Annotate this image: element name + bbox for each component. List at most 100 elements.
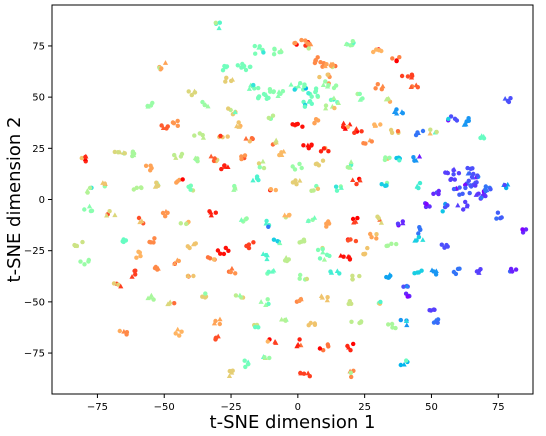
cluster: [260, 354, 272, 361]
scatter-point: [292, 167, 298, 172]
cluster: [279, 316, 289, 323]
scatter-point-triangle: [216, 25, 222, 31]
scatter-point: [416, 234, 422, 240]
scatter-point: [163, 214, 168, 219]
cluster: [200, 291, 209, 300]
scatter-point: [239, 65, 244, 70]
scatter-point: [318, 60, 323, 65]
cluster: [376, 299, 383, 306]
cluster: [390, 55, 402, 64]
cluster: [178, 219, 191, 227]
scatter-point: [346, 301, 351, 307]
scatter-point-triangle: [416, 153, 423, 159]
cluster: [301, 99, 314, 109]
scatter-point-triangle: [278, 47, 284, 53]
scatter-point: [294, 122, 299, 127]
cluster: [328, 95, 342, 106]
cluster: [313, 158, 326, 168]
cluster: [317, 72, 332, 80]
scatter-point: [341, 254, 346, 259]
x-axis-title: t-SNE dimension 1: [210, 412, 376, 433]
scatter-point: [267, 355, 272, 361]
scatter-point-triangle: [112, 212, 118, 218]
cluster: [384, 272, 393, 280]
scatter-point-triangle: [391, 109, 398, 114]
scatter-point: [133, 272, 138, 277]
scatter-point: [345, 124, 350, 130]
cluster: [461, 116, 471, 127]
cluster: [345, 341, 356, 353]
scatter-point-triangle: [414, 183, 420, 189]
scatter-point: [299, 239, 304, 244]
cluster: [233, 292, 246, 300]
scatter-point: [102, 181, 108, 186]
scatter-point: [378, 122, 383, 127]
scatter-point-triangle: [263, 92, 269, 97]
scatter-point-triangle: [467, 170, 473, 176]
scatter-point-triangle: [162, 60, 169, 65]
scatter-point-triangle: [137, 219, 143, 225]
scatter-point-triangle: [260, 251, 266, 257]
cluster: [292, 37, 314, 51]
scatter-point-triangle: [273, 137, 279, 143]
cluster: [382, 155, 392, 163]
scatter-point: [254, 174, 260, 179]
scatter-point-triangle: [281, 148, 287, 154]
cluster: [399, 72, 415, 80]
scatter-point: [299, 37, 304, 43]
scatter-point: [388, 273, 393, 278]
scatter-point-triangle: [269, 268, 275, 274]
cluster: [318, 293, 330, 303]
scatter-point: [350, 277, 355, 282]
cluster: [384, 241, 399, 249]
scatter-point: [379, 48, 384, 54]
scatter-point: [252, 43, 257, 49]
scatter-point: [302, 84, 307, 89]
scatter-point-triangle: [357, 97, 363, 102]
scatter-point: [348, 348, 353, 353]
scatter-point: [451, 168, 456, 173]
scatter-point-triangle: [145, 295, 151, 301]
scatter-point: [312, 321, 317, 326]
scatter-point: [130, 150, 135, 156]
cluster: [174, 177, 185, 185]
scatter-point: [474, 269, 480, 274]
scatter-point: [153, 264, 158, 270]
scatter-point-triangle: [200, 135, 206, 140]
scatter-point-triangle: [231, 187, 237, 192]
scatter-point: [303, 38, 308, 43]
cluster: [208, 153, 220, 164]
scatter-point-triangle: [350, 177, 356, 183]
cluster: [371, 47, 384, 55]
cluster: [501, 181, 511, 191]
cluster: [238, 216, 249, 224]
scatter-point: [453, 271, 459, 277]
scatter-point-triangle: [404, 322, 410, 328]
scatter-point: [189, 92, 194, 98]
scatter-point-triangle: [297, 177, 303, 183]
scatter-point: [78, 259, 83, 264]
cluster: [215, 245, 231, 257]
cluster: [265, 337, 279, 345]
cluster: [320, 79, 339, 91]
scatter-point: [451, 172, 456, 177]
scatter-point-triangle: [380, 83, 386, 89]
scatter-point: [116, 282, 121, 287]
scatter-point: [122, 151, 128, 156]
scatter-point: [171, 121, 177, 126]
scatter-point-triangle: [160, 125, 166, 131]
cluster: [160, 208, 170, 219]
cluster: [290, 121, 305, 129]
scatter-point: [383, 155, 388, 160]
scatter-point: [312, 120, 317, 126]
cluster: [315, 245, 326, 255]
cluster: [323, 103, 337, 111]
scatter-point: [308, 320, 313, 326]
scatter-point: [320, 246, 325, 252]
scatter-point: [404, 358, 409, 363]
scatter-point: [294, 182, 299, 187]
scatter-point: [229, 78, 234, 84]
scatter-point: [357, 273, 362, 279]
cluster: [414, 180, 423, 191]
